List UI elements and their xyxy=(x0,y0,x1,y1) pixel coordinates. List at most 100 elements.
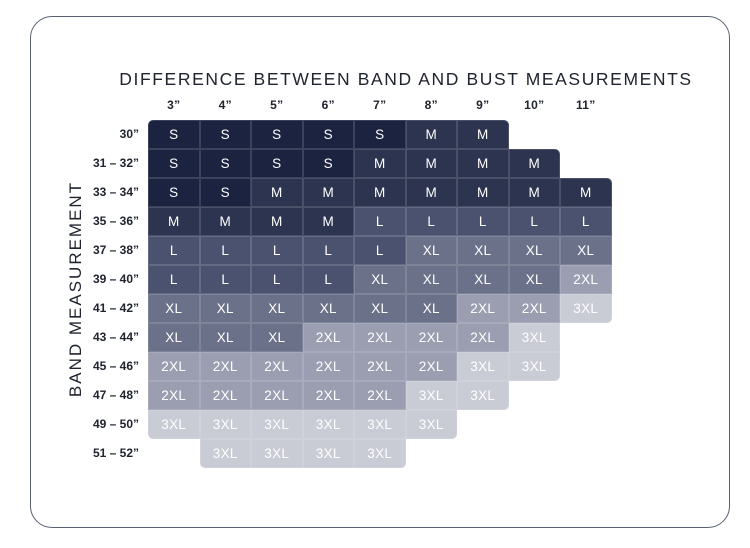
size-cell: 2XL xyxy=(199,381,251,410)
column-header: 7” xyxy=(373,98,387,112)
size-cell: 2XL xyxy=(199,352,251,381)
size-cell: 3XL xyxy=(199,410,251,439)
size-cell: 2XL xyxy=(354,381,406,410)
size-cell: L xyxy=(199,236,251,265)
size-cell: XL xyxy=(508,236,560,265)
size-cell: XL xyxy=(302,294,354,323)
size-cell: L xyxy=(251,236,303,265)
size-cell: M xyxy=(148,207,200,236)
size-cell: 2XL xyxy=(148,381,200,410)
row-label: 45 – 46” xyxy=(92,359,139,373)
size-cell: M xyxy=(302,178,354,207)
column-header: 6” xyxy=(321,98,335,112)
size-cell: XL xyxy=(354,265,406,294)
size-cell: L xyxy=(508,207,560,236)
size-cell: 2XL xyxy=(354,323,406,352)
size-cell: 3XL xyxy=(560,294,612,323)
size-cell: 2XL xyxy=(457,323,509,352)
size-cell: L xyxy=(354,236,406,265)
column-header: 5” xyxy=(270,98,284,112)
size-cell: 3XL xyxy=(251,439,303,468)
size-cell: S xyxy=(302,149,354,178)
row-label: 51 – 52” xyxy=(92,446,139,460)
size-cell: L xyxy=(302,265,354,294)
size-cell: XL xyxy=(560,236,612,265)
size-cell: M xyxy=(405,178,457,207)
row-label: 43 – 44” xyxy=(92,330,139,344)
empty-cell xyxy=(148,439,200,468)
size-cell: 3XL xyxy=(302,410,354,439)
size-cell: XL xyxy=(457,236,509,265)
size-chart-card: DIFFERENCE BETWEEN BAND AND BUST MEASURE… xyxy=(30,16,730,528)
empty-cell xyxy=(560,410,612,439)
column-header: 10” xyxy=(524,98,545,112)
empty-cell xyxy=(509,381,561,410)
size-cell: XL xyxy=(251,294,303,323)
size-cell: 3XL xyxy=(508,352,560,381)
column-header: 11” xyxy=(575,98,596,112)
size-cell: L xyxy=(148,236,200,265)
empty-cell xyxy=(509,120,561,149)
row-label: 49 – 50” xyxy=(92,417,139,431)
size-cell: 3XL xyxy=(199,439,251,468)
size-cell: 3XL xyxy=(508,323,560,352)
empty-cell xyxy=(406,439,458,468)
empty-cell xyxy=(509,439,561,468)
size-cell: 3XL xyxy=(405,410,457,439)
size-cell: 2XL xyxy=(148,352,200,381)
size-cell: M xyxy=(457,120,509,149)
size-cell: 2XL xyxy=(251,352,303,381)
size-cell: L xyxy=(405,207,457,236)
empty-cell xyxy=(560,352,612,381)
size-cell: 2XL xyxy=(405,323,457,352)
size-cell: 2XL xyxy=(354,352,406,381)
size-cell: XL xyxy=(251,323,303,352)
size-cell: S xyxy=(251,120,303,149)
size-cell: XL xyxy=(405,236,457,265)
size-cell: XL xyxy=(148,294,200,323)
size-cell: XL xyxy=(148,323,200,352)
size-cell: M xyxy=(508,149,560,178)
size-cell: 3XL xyxy=(354,439,406,468)
size-cell: L xyxy=(148,265,200,294)
size-cell: XL xyxy=(457,265,509,294)
size-cell: 3XL xyxy=(302,439,354,468)
size-cell: XL xyxy=(199,323,251,352)
empty-cell xyxy=(509,410,561,439)
column-header: 9” xyxy=(476,98,490,112)
column-header: 4” xyxy=(218,98,232,112)
size-cell: 2XL xyxy=(405,352,457,381)
empty-cell xyxy=(457,439,509,468)
row-label: 37 – 38” xyxy=(92,243,139,257)
size-cell: L xyxy=(560,207,612,236)
size-cell: M xyxy=(199,207,251,236)
size-cell: L xyxy=(354,207,406,236)
size-cell: S xyxy=(199,178,251,207)
size-cell: XL xyxy=(405,294,457,323)
size-cell: L xyxy=(251,265,303,294)
row-label: 47 – 48” xyxy=(92,388,139,402)
size-cell: 2XL xyxy=(560,265,612,294)
size-cell: 3XL xyxy=(405,381,457,410)
size-cell: S xyxy=(199,120,251,149)
size-cell: 2XL xyxy=(302,381,354,410)
size-cell: S xyxy=(199,149,251,178)
row-label: 31 – 32” xyxy=(92,156,139,170)
size-cell: M xyxy=(302,207,354,236)
row-label: 41 – 42” xyxy=(92,301,139,315)
row-label: 30” xyxy=(119,127,139,141)
size-cell: XL xyxy=(354,294,406,323)
size-cell: M xyxy=(354,178,406,207)
empty-cell xyxy=(560,323,612,352)
size-cell: 3XL xyxy=(354,410,406,439)
size-cell: 3XL xyxy=(457,381,509,410)
column-header: 8” xyxy=(424,98,438,112)
size-cell: 3XL xyxy=(148,410,200,439)
size-cell: XL xyxy=(508,265,560,294)
row-label: 39 – 40” xyxy=(92,272,139,286)
size-cell: L xyxy=(302,236,354,265)
chart-title: DIFFERENCE BETWEEN BAND AND BUST MEASURE… xyxy=(119,69,693,89)
size-cell: S xyxy=(354,120,406,149)
empty-cell xyxy=(457,410,509,439)
size-cell: S xyxy=(251,149,303,178)
